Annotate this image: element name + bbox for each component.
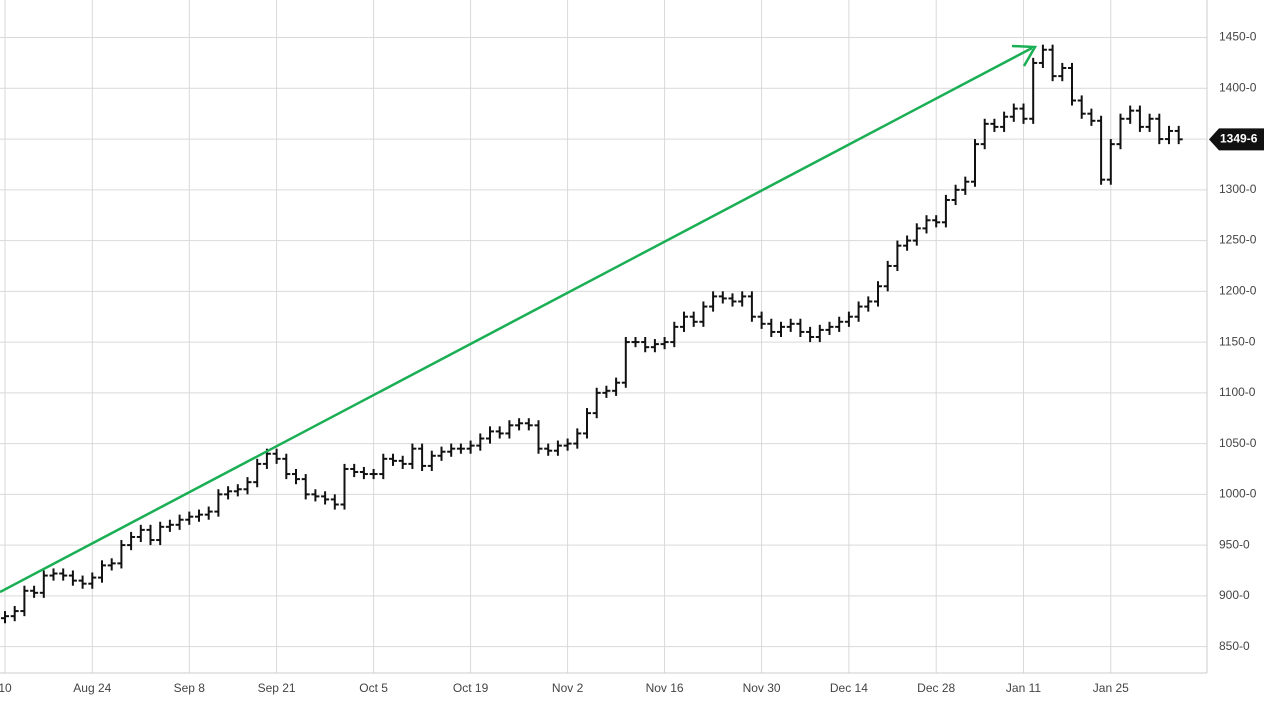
x-tick-label: Jan 25 (1093, 681, 1129, 695)
last-price-label: 1349-6 (1220, 131, 1258, 145)
y-tick-label: 1250-0 (1219, 233, 1257, 247)
y-tick-label: 1400-0 (1219, 80, 1257, 94)
x-tick-label: Sep 8 (174, 681, 206, 695)
y-tick-label: 1450-0 (1219, 30, 1257, 44)
last-price-tag (1209, 128, 1264, 151)
y-tick-label: 1050-0 (1219, 436, 1257, 450)
y-tick-label: 1300-0 (1219, 182, 1257, 196)
arrow-head (1011, 44, 1038, 67)
x-tick-label: Sep 21 (258, 681, 296, 695)
bars (1, 44, 1183, 624)
y-tick-label: 1100-0 (1219, 385, 1256, 399)
x-tick-label: Dec 28 (917, 681, 955, 695)
x-tick-label: Nov 30 (743, 681, 781, 695)
x-tick-label: 10 (0, 681, 12, 695)
x-tick-label: Oct 19 (453, 681, 489, 695)
y-tick-label: 850-0 (1219, 639, 1250, 653)
trend-line (0, 46, 1033, 594)
y-tick-label: 950-0 (1219, 537, 1250, 551)
y-tick-label: 1200-0 (1219, 284, 1257, 298)
x-tick-label: Oct 5 (359, 681, 388, 695)
x-tick-label: Nov 16 (646, 681, 684, 695)
trend-arrow (0, 44, 1038, 594)
y-tick-label: 1150-0 (1219, 334, 1256, 348)
x-tick-label: Jan 11 (1006, 681, 1041, 695)
grid (0, 0, 1207, 673)
x-tick-label: Dec 14 (830, 681, 868, 695)
x-tick-label: Nov 2 (552, 681, 584, 695)
y-tick-label: 1000-0 (1219, 487, 1257, 501)
x-tick-label: Aug 24 (73, 681, 111, 695)
y-tick-label: 900-0 (1219, 588, 1250, 602)
